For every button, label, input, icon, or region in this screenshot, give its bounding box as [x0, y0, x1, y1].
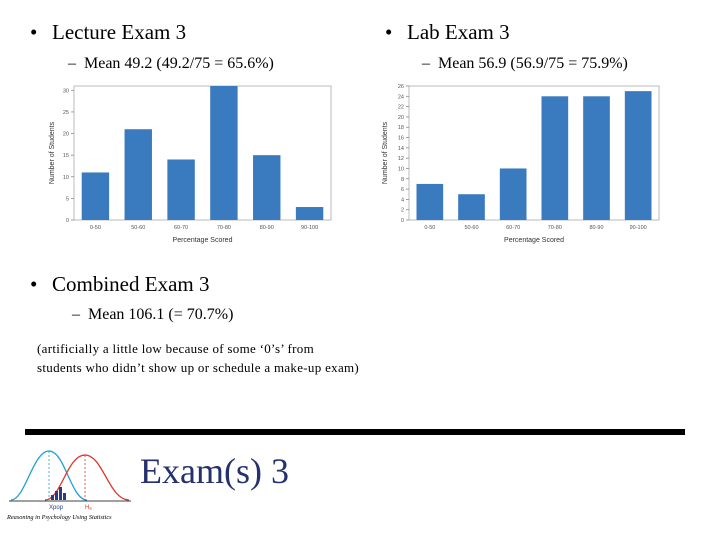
- y-axis-label: Number of Students: [382, 121, 389, 184]
- y-tick-label: 5: [66, 196, 69, 202]
- x-tick-label: 60-70: [174, 225, 188, 231]
- bar-80-90: [583, 96, 610, 220]
- y-tick-label: 18: [398, 125, 404, 131]
- y-tick-label: 15: [63, 153, 69, 159]
- y-tick-label: 16: [398, 136, 404, 142]
- bar-0-50: [81, 172, 110, 220]
- note-line-2: students who didn’t show up or schedule …: [37, 360, 360, 375]
- lecture-exam-heading: • Lecture Exam 3: [30, 20, 187, 44]
- lecture-exam-chart: 0 5 10 15 20 25 30 0-50 50-60 60-70 70-80 80-90 90-1…: [42, 78, 337, 253]
- combined-exam-mean: – Mean 106.1 (= 70.7%): [72, 306, 234, 323]
- lab-exam-mean: – Mean 56.9 (56.9/75 = 75.9%): [422, 55, 628, 72]
- logo-label-right: Hₐ: [85, 505, 92, 511]
- note-line-1: (artificially a little low because of so…: [37, 341, 315, 356]
- y-tick-label: 24: [398, 94, 404, 100]
- logo-label-left: Xpop: [49, 505, 64, 511]
- x-tick-label: 80-90: [589, 225, 603, 231]
- y-tick-label: 22: [398, 105, 404, 111]
- x-tick-label: 90-100: [630, 225, 647, 231]
- bar-50-60: [124, 129, 152, 220]
- x-tick-label: 50-60: [464, 225, 478, 231]
- x-tick-label: 0-50: [424, 225, 435, 231]
- lecture-exam-mean: – Mean 49.2 (49.2/75 = 65.6%): [68, 55, 274, 72]
- distribution-curves-icon: Xpop Hₐ Reasoning in Psychology Using St…: [6, 450, 131, 521]
- y-axis-label: Number of Students: [49, 121, 56, 184]
- y-tick-label: 25: [63, 110, 69, 116]
- plot-frame: [73, 85, 332, 221]
- bar-90-100: [295, 207, 324, 220]
- lecture-exam-bar-chart: 0 5 10 15 20 25 30 0-50 50-60 60-70 70-80 80-90 90-1…: [49, 85, 332, 244]
- y-tick-label: 0: [401, 218, 404, 224]
- y-tick-label: 14: [398, 146, 404, 152]
- x-axis-label: Percentage Scored: [504, 237, 564, 244]
- lab-exam-chart: 0 2 4 6 8 10 12 14 16 18 20 22 24 26 0-50 50-60 60-70 70-…: [375, 78, 665, 253]
- y-tick-label: 10: [398, 166, 404, 172]
- plot-frame: [408, 85, 660, 221]
- bar-70-80: [541, 96, 569, 220]
- y-tick-label: 20: [398, 115, 404, 121]
- bar-70-80: [210, 86, 238, 220]
- y-tick-label: 2: [401, 208, 404, 214]
- bar-0-50: [416, 183, 444, 220]
- y-tick-label: 12: [398, 156, 404, 162]
- combined-exam-note: (artificially a little low because of so…: [37, 339, 359, 377]
- footer-rule: [25, 429, 685, 435]
- x-tick-label: 50-60: [131, 225, 145, 231]
- y-tick-label: 8: [401, 177, 404, 183]
- bar-60-70: [167, 159, 195, 220]
- logo-caption: Reasoning in Psychology Using Statistics: [6, 514, 112, 521]
- y-tick-label: 4: [401, 197, 404, 203]
- y-tick-label: 20: [63, 132, 69, 138]
- y-tick-label: 10: [63, 175, 69, 181]
- lab-exam-heading: • Lab Exam 3: [385, 20, 510, 44]
- y-tick-label: 6: [401, 187, 404, 193]
- bar-60-70: [499, 168, 527, 220]
- x-tick-label: 0-50: [90, 225, 101, 231]
- x-tick-label: 70-80: [548, 225, 562, 231]
- y-tick-label: 30: [63, 88, 69, 94]
- x-tick-label: 60-70: [506, 225, 520, 231]
- x-tick-label: 90-100: [301, 225, 318, 231]
- bar-90-100: [624, 91, 652, 221]
- bar-80-90: [253, 155, 281, 220]
- x-tick-label: 70-80: [217, 225, 231, 231]
- footer-title: Exam(s) 3: [140, 451, 289, 491]
- course-logo: Xpop Hₐ Reasoning in Psychology Using St…: [5, 445, 135, 530]
- y-tick-label: 26: [398, 84, 404, 90]
- x-axis-label: Percentage Scored: [173, 237, 233, 244]
- bar-50-60: [458, 194, 485, 220]
- x-tick-label: 80-90: [260, 225, 274, 231]
- y-tick-label: 0: [66, 218, 69, 224]
- combined-exam-heading: • Combined Exam 3: [30, 272, 210, 296]
